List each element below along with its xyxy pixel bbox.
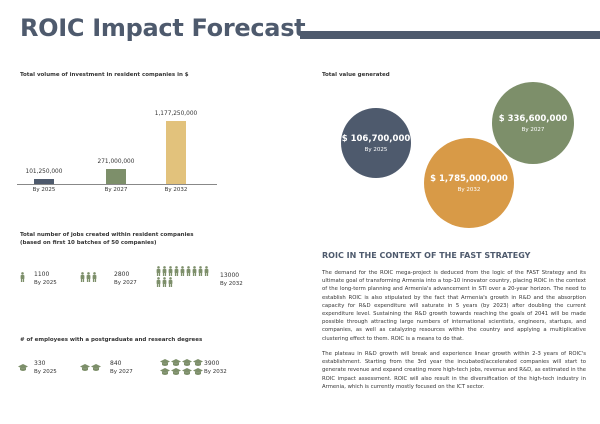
investment-heading: Total volume of investment in resident c… bbox=[20, 72, 189, 78]
employees-value: 330 bbox=[34, 360, 46, 367]
bubble-2032: $ 1,785,000,000 By 2032 bbox=[424, 138, 514, 228]
graduate-cap-icon bbox=[160, 359, 170, 367]
chart-baseline bbox=[17, 184, 217, 185]
graduate-cap-icon bbox=[171, 359, 181, 367]
jobs-icons-2032 bbox=[156, 266, 212, 287]
person-icon bbox=[168, 277, 173, 287]
bar-value-label: 1,177,250,000 bbox=[154, 111, 198, 117]
person-icon bbox=[156, 266, 161, 276]
bubble-value: $ 106,700,000 bbox=[341, 133, 411, 144]
employees-value: 3900 bbox=[204, 360, 220, 367]
person-icon bbox=[80, 272, 85, 282]
person-icon bbox=[180, 266, 185, 276]
graduate-cap-icon bbox=[193, 368, 203, 376]
bar-value-label: 271,000,000 bbox=[97, 159, 135, 166]
employees-caption: By 2025 bbox=[34, 369, 57, 375]
jobs-value: 1100 bbox=[34, 271, 50, 278]
jobs-value: 2800 bbox=[114, 271, 130, 278]
person-icon bbox=[204, 266, 209, 276]
person-icon bbox=[162, 277, 167, 287]
employees-icons-2027 bbox=[80, 364, 106, 372]
bubble-2027: $ 336,600,000 By 2027 bbox=[492, 82, 574, 164]
person-icon bbox=[168, 266, 173, 276]
employees-caption: By 2032 bbox=[204, 369, 227, 375]
person-icon bbox=[156, 277, 161, 287]
bar-value-label: 101,250,000 bbox=[25, 168, 63, 175]
person-icon bbox=[186, 266, 191, 276]
graduate-cap-icon bbox=[91, 364, 101, 372]
jobs-caption: By 2025 bbox=[34, 280, 57, 286]
graduate-cap-icon bbox=[160, 368, 170, 376]
person-icon bbox=[192, 266, 197, 276]
title-rule bbox=[300, 31, 600, 39]
employees-caption: By 2027 bbox=[110, 369, 133, 375]
employees-heading: # of employees with a postgraduate and r… bbox=[20, 337, 203, 343]
value-generated-heading: Total value generated bbox=[322, 72, 390, 78]
jobs-icons-2027 bbox=[80, 272, 108, 282]
bar-by-2032 bbox=[166, 121, 186, 184]
graduate-cap-icon bbox=[193, 359, 203, 367]
jobs-heading: Total number of jobs created within resi… bbox=[20, 232, 194, 238]
person-icon bbox=[198, 266, 203, 276]
roic-paragraph-2: The plateau in R&D growth will break and… bbox=[322, 351, 586, 390]
graduate-cap-icon bbox=[182, 368, 192, 376]
person-icon bbox=[86, 272, 91, 282]
graduate-cap-icon bbox=[18, 364, 28, 372]
bubble-category: By 2025 bbox=[364, 146, 388, 153]
jobs-caption: By 2032 bbox=[220, 281, 243, 287]
bubble-2025: $ 106,700,000 By 2025 bbox=[341, 108, 411, 178]
jobs-icons-2025 bbox=[20, 272, 30, 282]
bubble-value: $ 336,600,000 bbox=[498, 113, 568, 124]
person-icon bbox=[92, 272, 97, 282]
graduate-cap-icon bbox=[182, 359, 192, 367]
bar-category-label: By 2025 bbox=[32, 187, 56, 193]
roic-heading: ROIC IN THE CONTEXT OF THE FAST STRATEGY bbox=[322, 251, 531, 260]
jobs-value: 13000 bbox=[220, 272, 240, 279]
jobs-subheading: (based on first 10 batches of 50 compani… bbox=[20, 240, 157, 246]
graduate-cap-icon bbox=[171, 368, 181, 376]
person-icon bbox=[174, 266, 179, 276]
bubble-category: By 2032 bbox=[457, 186, 481, 193]
jobs-caption: By 2027 bbox=[114, 280, 137, 286]
bar-by-2025 bbox=[34, 178, 54, 184]
graduate-cap-icon bbox=[80, 364, 90, 372]
person-icon bbox=[20, 272, 25, 282]
employees-icons-2025 bbox=[18, 364, 30, 372]
bar-category-label: By 2032 bbox=[164, 187, 188, 193]
bar-by-2027 bbox=[106, 169, 126, 184]
bubble-value: $ 1,785,000,000 bbox=[430, 173, 508, 184]
bar-category-label: By 2027 bbox=[104, 187, 128, 193]
employees-icons-2032 bbox=[160, 359, 206, 376]
page-title: ROIC Impact Forecast bbox=[20, 14, 306, 42]
person-icon bbox=[162, 266, 167, 276]
bubble-category: By 2027 bbox=[521, 126, 545, 133]
employees-value: 840 bbox=[110, 360, 122, 367]
roic-paragraph-1: The demand for the ROIC mega-project is … bbox=[322, 270, 586, 342]
